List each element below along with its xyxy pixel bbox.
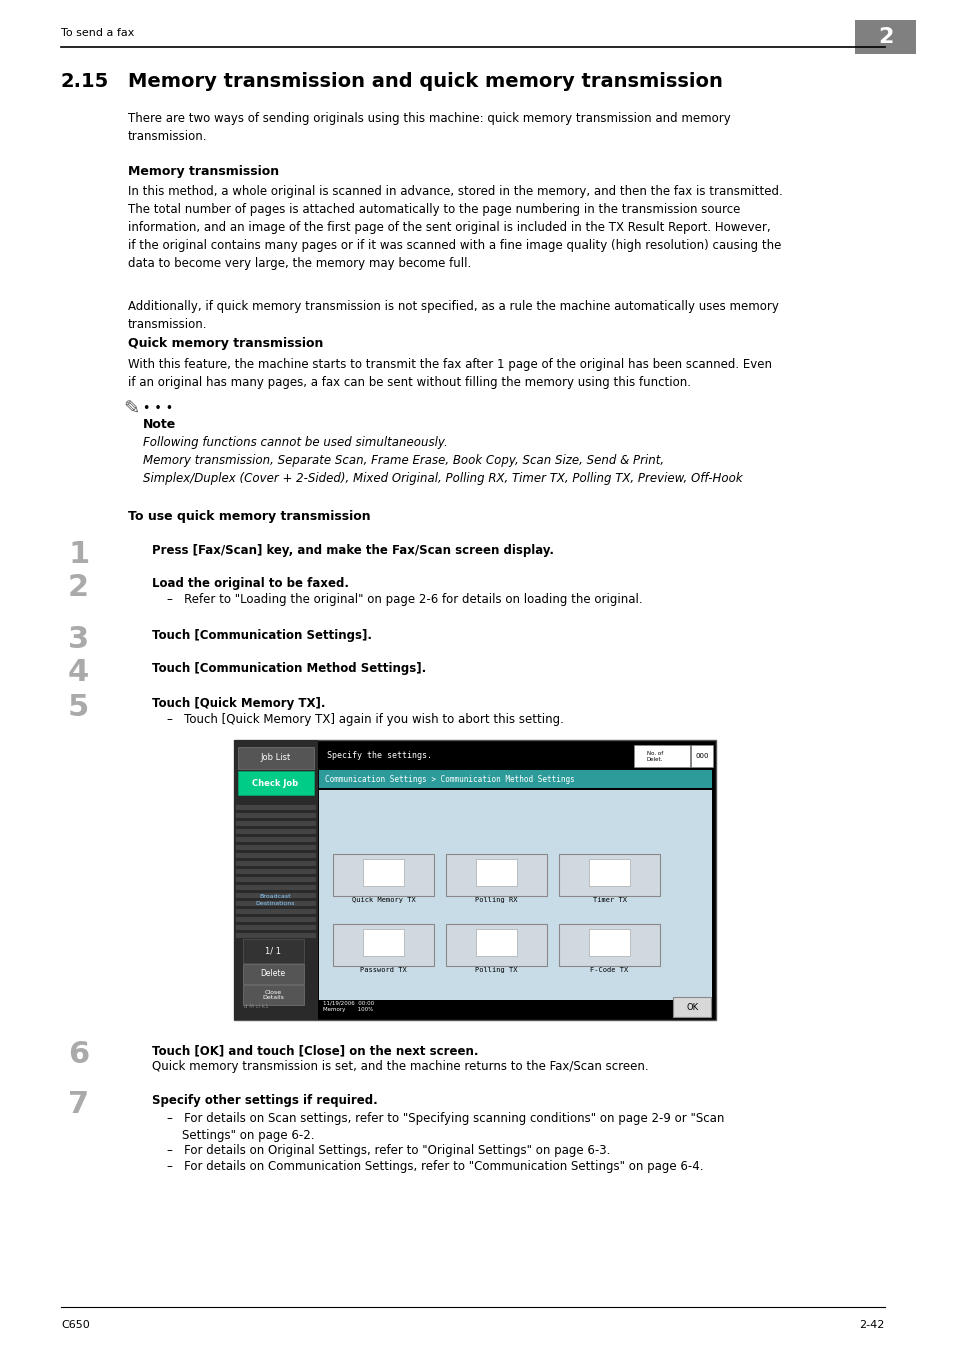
FancyBboxPatch shape bbox=[235, 853, 315, 859]
FancyBboxPatch shape bbox=[690, 745, 712, 767]
Text: Touch [Communication Settings].: Touch [Communication Settings]. bbox=[152, 629, 372, 643]
Text: –   Refer to "Loading the original" on page 2-6 for details on loading the origi: – Refer to "Loading the original" on pag… bbox=[167, 593, 642, 606]
FancyBboxPatch shape bbox=[235, 805, 315, 810]
FancyBboxPatch shape bbox=[233, 740, 317, 1021]
Text: Memory transmission: Memory transmission bbox=[128, 165, 278, 178]
Text: 7: 7 bbox=[68, 1089, 90, 1119]
Text: 2: 2 bbox=[877, 27, 893, 47]
Text: To use quick memory transmission: To use quick memory transmission bbox=[128, 510, 370, 522]
Text: Specify other settings if required.: Specify other settings if required. bbox=[152, 1094, 377, 1107]
Text: Touch [Quick Memory TX].: Touch [Quick Memory TX]. bbox=[152, 697, 326, 710]
FancyBboxPatch shape bbox=[588, 859, 630, 886]
Text: OK: OK bbox=[685, 1003, 698, 1011]
FancyBboxPatch shape bbox=[237, 747, 314, 769]
Text: F-Code TX: F-Code TX bbox=[590, 967, 628, 973]
FancyBboxPatch shape bbox=[634, 745, 689, 767]
FancyBboxPatch shape bbox=[235, 829, 315, 834]
FancyBboxPatch shape bbox=[235, 900, 315, 906]
Text: Press [Fax/Scan] key, and make the Fax/Scan screen display.: Press [Fax/Scan] key, and make the Fax/S… bbox=[152, 544, 554, 558]
FancyBboxPatch shape bbox=[588, 929, 630, 956]
Text: Note: Note bbox=[142, 418, 175, 431]
Text: No. of
Delet.: No. of Delet. bbox=[646, 751, 662, 761]
Text: Broadcast
Destinations: Broadcast Destinations bbox=[255, 895, 294, 906]
FancyBboxPatch shape bbox=[446, 923, 546, 967]
FancyBboxPatch shape bbox=[235, 813, 315, 818]
FancyBboxPatch shape bbox=[235, 878, 315, 882]
Text: 11/19/2006  00:00
Memory       100%: 11/19/2006 00:00 Memory 100% bbox=[323, 1000, 375, 1011]
Text: Check Job: Check Job bbox=[252, 779, 298, 787]
Text: Load the original to be faxed.: Load the original to be faxed. bbox=[152, 576, 349, 590]
FancyBboxPatch shape bbox=[235, 925, 315, 930]
Text: 000: 000 bbox=[695, 753, 708, 759]
FancyBboxPatch shape bbox=[233, 740, 715, 1021]
Text: 2.15: 2.15 bbox=[61, 72, 109, 90]
Text: • • •: • • • bbox=[142, 402, 172, 414]
Text: Quick memory transmission: Quick memory transmission bbox=[128, 338, 323, 350]
Text: –   Touch [Quick Memory TX] again if you wish to abort this setting.: – Touch [Quick Memory TX] again if you w… bbox=[167, 713, 563, 726]
Text: C650: C650 bbox=[61, 1320, 90, 1330]
Text: Specify the settings.: Specify the settings. bbox=[327, 752, 432, 760]
FancyBboxPatch shape bbox=[235, 845, 315, 850]
FancyBboxPatch shape bbox=[855, 20, 915, 54]
FancyBboxPatch shape bbox=[243, 964, 303, 984]
FancyBboxPatch shape bbox=[362, 929, 404, 956]
Text: Touch [OK] and touch [Close] on the next screen.: Touch [OK] and touch [Close] on the next… bbox=[152, 1044, 478, 1057]
FancyBboxPatch shape bbox=[235, 933, 315, 938]
Text: 1/ 1: 1/ 1 bbox=[265, 946, 281, 956]
FancyBboxPatch shape bbox=[319, 769, 711, 788]
Text: Timer TX: Timer TX bbox=[592, 896, 626, 903]
Text: Memory transmission and quick memory transmission: Memory transmission and quick memory tra… bbox=[128, 72, 722, 90]
FancyBboxPatch shape bbox=[333, 923, 433, 967]
FancyBboxPatch shape bbox=[243, 986, 303, 1004]
Text: To send a fax: To send a fax bbox=[61, 28, 134, 38]
FancyBboxPatch shape bbox=[235, 892, 315, 898]
Text: Additionally, if quick memory transmission is not specified, as a rule the machi: Additionally, if quick memory transmissi… bbox=[128, 300, 778, 331]
Text: Following functions cannot be used simultaneously.
Memory transmission, Separate: Following functions cannot be used simul… bbox=[142, 436, 741, 485]
Text: 2: 2 bbox=[68, 572, 90, 602]
FancyBboxPatch shape bbox=[235, 861, 315, 865]
FancyBboxPatch shape bbox=[243, 940, 303, 963]
Text: –   For details on Communication Settings, refer to "Communication Settings" on : – For details on Communication Settings,… bbox=[167, 1160, 703, 1173]
Text: Polling RX: Polling RX bbox=[475, 896, 517, 903]
Text: Delete: Delete bbox=[260, 969, 286, 979]
Text: 2-42: 2-42 bbox=[859, 1320, 883, 1330]
Text: Polling TX: Polling TX bbox=[475, 967, 517, 973]
Text: 5: 5 bbox=[68, 693, 90, 722]
Text: Quick Memory TX: Quick Memory TX bbox=[351, 896, 415, 903]
FancyBboxPatch shape bbox=[235, 821, 315, 826]
Text: d M cl k1: d M cl k1 bbox=[244, 1003, 268, 1008]
Text: 6: 6 bbox=[68, 1040, 90, 1069]
FancyBboxPatch shape bbox=[235, 837, 315, 842]
FancyBboxPatch shape bbox=[319, 790, 711, 1000]
FancyBboxPatch shape bbox=[476, 859, 517, 886]
FancyBboxPatch shape bbox=[237, 771, 314, 795]
FancyBboxPatch shape bbox=[558, 923, 659, 967]
Text: In this method, a whole original is scanned in advance, stored in the memory, an: In this method, a whole original is scan… bbox=[128, 185, 781, 270]
FancyBboxPatch shape bbox=[235, 917, 315, 922]
Text: 3: 3 bbox=[68, 625, 90, 653]
FancyBboxPatch shape bbox=[319, 744, 711, 768]
FancyBboxPatch shape bbox=[235, 886, 315, 890]
Text: Communication Settings > Communication Method Settings: Communication Settings > Communication M… bbox=[325, 775, 575, 783]
Text: –   For details on Scan settings, refer to "Specifying scanning conditions" on p: – For details on Scan settings, refer to… bbox=[167, 1112, 723, 1142]
FancyBboxPatch shape bbox=[235, 909, 315, 914]
Text: Job List: Job List bbox=[260, 753, 290, 763]
FancyBboxPatch shape bbox=[333, 855, 433, 896]
Text: Touch [Communication Method Settings].: Touch [Communication Method Settings]. bbox=[152, 662, 426, 675]
Text: 1: 1 bbox=[68, 540, 90, 568]
Text: Password TX: Password TX bbox=[359, 967, 406, 973]
Text: 4: 4 bbox=[68, 657, 90, 687]
Text: –   For details on Original Settings, refer to "Original Settings" on page 6-3.: – For details on Original Settings, refe… bbox=[167, 1143, 610, 1157]
FancyBboxPatch shape bbox=[558, 855, 659, 896]
Text: There are two ways of sending originals using this machine: quick memory transmi: There are two ways of sending originals … bbox=[128, 112, 730, 143]
Text: Close
Details: Close Details bbox=[262, 990, 284, 1000]
FancyBboxPatch shape bbox=[673, 998, 710, 1017]
Text: ✎: ✎ bbox=[123, 400, 139, 418]
FancyBboxPatch shape bbox=[235, 869, 315, 873]
Text: With this feature, the machine starts to transmit the fax after 1 page of the or: With this feature, the machine starts to… bbox=[128, 358, 771, 389]
FancyBboxPatch shape bbox=[476, 929, 517, 956]
Text: Quick memory transmission is set, and the machine returns to the Fax/Scan screen: Quick memory transmission is set, and th… bbox=[152, 1060, 648, 1073]
FancyBboxPatch shape bbox=[446, 855, 546, 896]
FancyBboxPatch shape bbox=[362, 859, 404, 886]
